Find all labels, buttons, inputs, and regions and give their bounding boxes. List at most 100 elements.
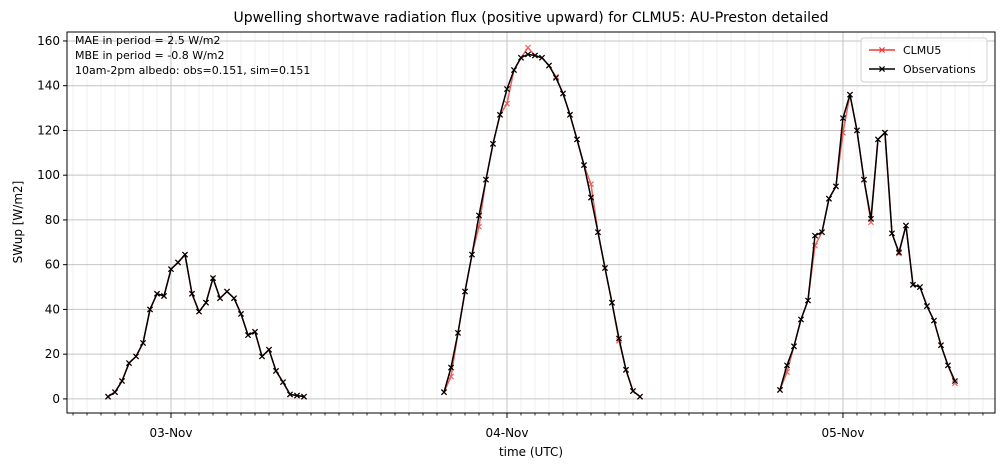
marker [930, 317, 937, 324]
marker [489, 140, 497, 147]
marker [293, 392, 301, 399]
marker [188, 290, 196, 297]
marker [545, 62, 553, 69]
marker [552, 74, 560, 81]
marker [181, 251, 189, 258]
marker [139, 339, 147, 346]
marker [111, 389, 119, 396]
annotation: 10am-2pm albedo: obs=0.151, sim=0.151 [75, 64, 310, 77]
marker [510, 67, 518, 74]
marker [503, 100, 511, 107]
y-tick-label: 80 [45, 213, 60, 227]
marker [279, 379, 287, 386]
marker [244, 332, 252, 339]
marker [286, 391, 294, 398]
marker [216, 295, 224, 302]
marker [867, 215, 874, 222]
y-tick-label: 140 [37, 79, 60, 93]
marker [839, 115, 846, 122]
marker [223, 288, 231, 295]
marker [531, 52, 539, 59]
marker [475, 212, 483, 219]
chart-title: Upwelling shortwave radiation flux (posi… [233, 10, 828, 26]
marker [587, 181, 595, 188]
marker [195, 308, 203, 315]
marker [846, 91, 853, 98]
marker [888, 230, 895, 237]
marker [209, 275, 217, 282]
marker [496, 111, 504, 118]
marker [461, 288, 469, 295]
marker [573, 136, 581, 143]
x-axis-label: time (UTC) [499, 445, 563, 459]
marker [874, 136, 881, 143]
marker [825, 195, 832, 202]
marker [146, 306, 154, 313]
marker [818, 229, 825, 236]
legend-label: CLMU5 [903, 44, 941, 57]
marker [622, 366, 630, 373]
marker [860, 176, 867, 183]
marker [230, 295, 238, 302]
legend-marker [878, 46, 886, 54]
marker [265, 346, 273, 353]
marker [440, 389, 448, 396]
marker [916, 284, 923, 291]
series [104, 51, 958, 400]
y-axis-label: SWup [W/m2] [11, 181, 25, 264]
marker [811, 232, 818, 239]
y-tick-label: 0 [52, 392, 60, 406]
marker [594, 229, 602, 236]
marker [153, 290, 161, 297]
marker [517, 54, 525, 61]
marker [608, 299, 616, 306]
marker [587, 194, 595, 201]
marker [104, 393, 112, 400]
legend-box [860, 37, 988, 83]
legend-marker [878, 65, 886, 73]
marker [454, 329, 462, 336]
marker [272, 367, 280, 374]
y-tick-label: 100 [37, 168, 60, 182]
marker [524, 44, 532, 51]
x-tick-label: 04-Nov [485, 426, 528, 440]
marker [524, 51, 532, 58]
marker [776, 386, 783, 393]
y-tick-label: 40 [45, 302, 60, 316]
y-tick-label: 60 [45, 258, 60, 272]
marker [944, 362, 951, 369]
y-tick-label: 160 [37, 34, 60, 48]
marker [125, 360, 133, 367]
marker [797, 316, 804, 323]
marker [167, 266, 175, 273]
marker [804, 297, 811, 304]
marker [881, 129, 888, 136]
x-tick-label: 03-Nov [149, 426, 192, 440]
marker [251, 328, 259, 335]
marker [559, 90, 567, 97]
marker [895, 249, 902, 256]
marker [832, 183, 839, 190]
marker [937, 342, 944, 349]
marker [951, 377, 958, 385]
y-tick-label: 20 [45, 347, 60, 361]
marker [202, 299, 210, 306]
marker [503, 86, 511, 93]
marker [636, 393, 644, 400]
marker [160, 292, 168, 300]
marker [258, 353, 266, 360]
x-tick-label: 05-Nov [821, 426, 864, 440]
marker [132, 353, 140, 360]
marker [237, 310, 245, 317]
marker [902, 222, 909, 229]
y-tick-label: 120 [37, 123, 60, 137]
legend-label: Observations [903, 63, 976, 76]
marker [174, 259, 182, 266]
marker [300, 393, 308, 400]
marker [538, 54, 546, 61]
marker [601, 265, 609, 272]
plot-frame [66, 31, 996, 414]
marker [923, 303, 930, 310]
